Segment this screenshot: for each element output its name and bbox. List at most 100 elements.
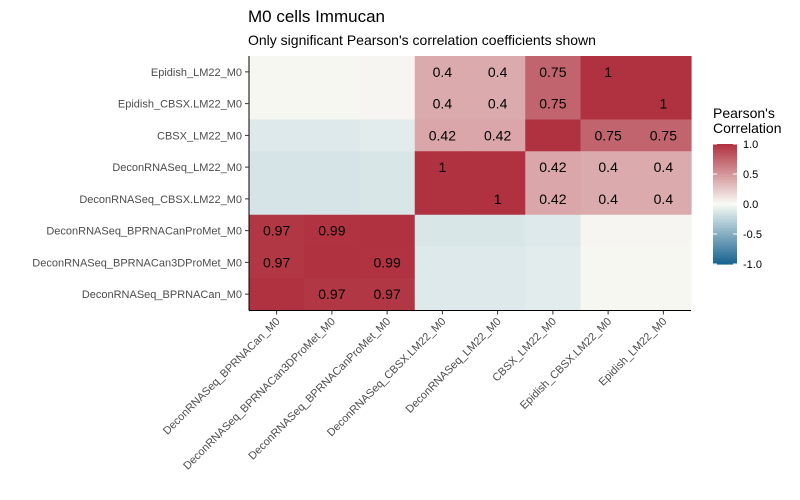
legend-gradient-step — [713, 243, 737, 246]
legend-tick-label: 1.0 — [743, 139, 758, 151]
legend-gradient-step — [713, 144, 737, 147]
legend-gradient-step — [713, 153, 737, 156]
heatmap-cell — [359, 151, 416, 184]
heatmap-cell — [414, 214, 471, 248]
heatmap-cell — [525, 183, 582, 216]
legend-gradient-step — [713, 148, 737, 151]
heatmap-cell — [414, 151, 471, 184]
legend-gradient-step — [713, 235, 737, 238]
heatmap-cell — [635, 278, 692, 311]
legend-gradient-step — [713, 201, 737, 204]
cell-value-label: 0.4 — [433, 96, 453, 112]
cell-value-label: 0.4 — [598, 159, 618, 175]
y-tick-label: DeconRNASeq_BPRNACan3DProMet_M0 — [32, 257, 242, 269]
legend-tick-label: -0.5 — [743, 229, 762, 241]
legend-gradient-step — [713, 213, 737, 216]
heatmap-cell — [525, 119, 582, 152]
heatmap-cell — [525, 151, 582, 184]
cell-value-label: 0.42 — [429, 127, 456, 143]
legend-gradient-step — [713, 231, 737, 234]
legend-gradient-step — [713, 196, 737, 199]
heatmap-cell — [304, 183, 361, 216]
legend-gradient-step — [713, 151, 737, 154]
legend-title: Pearson's — [713, 105, 775, 121]
y-tick-label: CBSX_LM22_M0 — [157, 130, 242, 142]
legend-gradient-step — [713, 252, 737, 255]
legend-gradient-step — [713, 187, 737, 190]
heatmap-cell — [359, 246, 416, 279]
legend-gradient-step — [713, 202, 737, 205]
legend-gradient-step — [713, 184, 737, 187]
heatmap-cell — [304, 119, 361, 152]
legend-gradient-step — [713, 181, 737, 184]
heatmap-cell — [635, 87, 692, 121]
heatmap-cell — [635, 246, 692, 279]
legend-gradient-step — [713, 195, 737, 198]
cell-value-label: 0.4 — [433, 64, 453, 80]
y-tick-label: DeconRNASeq_LM22_M0 — [112, 162, 242, 174]
cell-value-label: 0.4 — [654, 159, 674, 175]
legend-gradient-step — [713, 183, 737, 186]
legend-gradient-step — [713, 199, 737, 202]
heatmap-cell — [414, 56, 471, 89]
legend-gradient-step — [713, 225, 737, 228]
cell-value-label: 0.97 — [263, 223, 290, 239]
legend-gradient-step — [713, 198, 737, 201]
legend-gradient-step — [713, 165, 737, 168]
heatmap-cell — [249, 151, 305, 184]
cell-value-label: 0.75 — [539, 96, 566, 112]
heatmap-cell — [359, 183, 416, 216]
heatmap-cell — [249, 278, 305, 311]
heatmap-cells — [249, 56, 692, 311]
heatmap-cell-labels: 0.4 0.4 0.75 1 0.4 0.4 0.75 1 0.42 0.42 0.75 0.75 1 0… — [263, 64, 677, 302]
heatmap-cell — [304, 246, 361, 279]
heatmap-cell — [635, 183, 692, 216]
heatmap-cell — [470, 183, 526, 216]
legend-gradient-step — [713, 211, 737, 214]
legend-gradient-step — [713, 193, 737, 196]
legend-gradient-step — [713, 207, 737, 210]
legend-gradient-step — [713, 226, 737, 229]
cell-value-label: 1 — [659, 96, 667, 112]
legend-gradient-step — [713, 216, 737, 219]
heatmap-cell — [525, 214, 582, 248]
legend-gradient-step — [713, 175, 737, 178]
heatmap-cell — [525, 87, 582, 121]
legend-gradient-step — [713, 168, 737, 171]
legend-gradient-step — [713, 177, 737, 180]
heatmap-cell — [470, 119, 526, 152]
legend-gradient-step — [713, 172, 737, 175]
legend-gradient-step — [713, 186, 737, 189]
heatmap-cell — [249, 183, 305, 216]
heatmap-cell — [249, 246, 305, 279]
heatmap-cell — [470, 87, 526, 121]
cell-value-label: 0.99 — [318, 223, 345, 239]
legend-gradient-step — [713, 238, 737, 241]
legend-gradient-step — [713, 259, 737, 262]
heatmap-cell — [580, 183, 637, 216]
legend-gradient-step — [713, 244, 737, 247]
heatmap-cell — [635, 119, 692, 152]
legend-gradient-step — [713, 228, 737, 231]
legend-gradient-step — [713, 166, 737, 169]
heatmap-cell — [470, 246, 526, 279]
legend-gradient-step — [713, 154, 737, 157]
legend-gradient-step — [713, 223, 737, 226]
legend-gradient-step — [713, 246, 737, 249]
legend-gradient-step — [713, 262, 737, 265]
cell-value-label: 0.75 — [650, 127, 677, 143]
legend-gradient-step — [713, 180, 737, 183]
heatmap-cell — [580, 87, 637, 121]
heatmap-cell — [580, 278, 637, 311]
heatmap-cell — [470, 56, 526, 89]
heatmap-cell — [525, 56, 582, 89]
x-tick-label: DeconRNASeq_CBSX.LM22_M0 — [325, 316, 448, 439]
heatmap-cell — [359, 214, 416, 248]
heatmap-cell — [304, 151, 361, 184]
chart-title: M0 cells Immucan — [248, 7, 385, 26]
cell-value-label: 0.4 — [488, 96, 508, 112]
heatmap-cell — [635, 214, 692, 248]
cell-value-label: 0.42 — [484, 127, 511, 143]
legend-gradient-step — [713, 145, 737, 148]
